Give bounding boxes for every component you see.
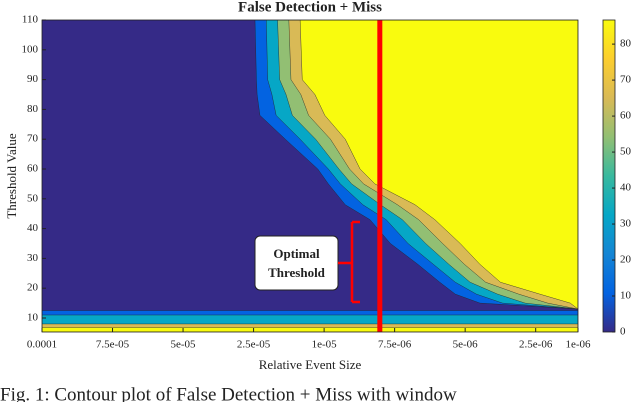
y-tick-label: 50 (27, 192, 39, 204)
annotation-text: Threshold (268, 265, 326, 280)
x-tick-label: 7.5e-05 (96, 339, 130, 351)
caption: Fig. 1: Contour plot of False Detection … (0, 384, 457, 402)
plot-frame (41, 19, 579, 333)
y-tick-label: 110 (22, 14, 39, 26)
y-axis-label: Threshold Value (4, 133, 19, 219)
y-tick-label: 100 (22, 43, 39, 55)
colorbar-tick-label: 10 (620, 290, 632, 302)
annotation: Optimal Threshold (254, 220, 360, 304)
y-tick-label: 10 (27, 312, 39, 324)
x-tick-label: 1e-05 (312, 339, 338, 351)
y-tick-label: 30 (27, 252, 39, 264)
colorbar-tick-label: 70 (620, 74, 632, 86)
y-tick-label: 90 (27, 73, 39, 85)
colorbar (602, 19, 616, 333)
y-tick-label: 40 (27, 222, 39, 234)
x-tick-label: 7.5e-06 (378, 339, 412, 351)
y-tick-label: 20 (27, 282, 39, 294)
x-tick-label: 2.5e-06 (519, 339, 553, 351)
x-tick-label: 0.0001 (27, 339, 57, 351)
contour-region (299, 20, 578, 310)
colorbar-tick-label: 60 (620, 110, 632, 122)
annotation-text: Optimal (273, 246, 320, 261)
colorbar-tick-label: 0 (620, 326, 626, 338)
annotation-bracket (338, 220, 360, 304)
y-tick-label: 60 (27, 163, 39, 175)
colorbar-tick-label: 40 (620, 182, 632, 194)
chart-title: False Detection + Miss (238, 0, 382, 15)
annotation-box (254, 235, 339, 291)
y-tick-label: 80 (27, 103, 39, 115)
colorbar-tick-label: 20 (620, 254, 632, 266)
contour-region (42, 327, 578, 332)
x-axis-label: Relative Event Size (259, 357, 362, 372)
colorbar-tick-label: 50 (620, 146, 632, 158)
x-tick-label: 5e-06 (453, 339, 479, 351)
colorbar-tick-label: 80 (620, 38, 632, 50)
colorbar-tick-label: 30 (620, 218, 632, 230)
plot-area (42, 20, 578, 332)
x-tick-label: 2.5e-05 (237, 339, 271, 351)
x-tick-label: 5e-05 (171, 339, 197, 351)
x-tick-label: 1e-06 (565, 339, 591, 351)
y-tick-label: 70 (27, 133, 39, 145)
